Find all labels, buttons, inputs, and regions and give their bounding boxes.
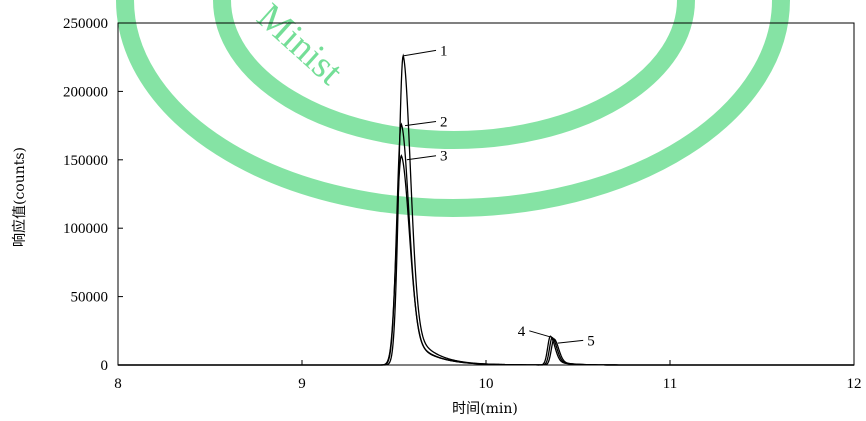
x-tick-label: 10 xyxy=(479,376,494,392)
x-tick-label: 9 xyxy=(298,376,306,392)
annotations: 1 2 3 4 5 xyxy=(403,43,595,349)
y-tick-label: 200000 xyxy=(63,84,108,100)
leader-line-1 xyxy=(403,49,437,57)
peak-label-4: 4 xyxy=(518,324,526,340)
x-tick-label: 8 xyxy=(114,376,122,392)
plot-frame xyxy=(117,22,855,366)
series-layer xyxy=(118,53,854,366)
series-line-3 xyxy=(118,154,854,366)
x-tick-label: 11 xyxy=(663,376,677,392)
peak-label-1: 1 xyxy=(440,43,448,59)
leader-line-5 xyxy=(557,339,584,344)
watermark-arc-inner xyxy=(213,0,695,149)
leader-line-3 xyxy=(406,155,437,161)
plot-border xyxy=(117,22,855,366)
x-axis-title: 时间(min) xyxy=(452,401,518,417)
peak-label-2: 2 xyxy=(440,114,448,130)
y-tick-label: 250000 xyxy=(63,16,108,32)
watermark: Minist xyxy=(116,0,790,217)
y-tick-label: 100000 xyxy=(63,221,108,237)
y-tick-label: 50000 xyxy=(71,290,109,306)
watermark-arc-outer xyxy=(116,0,790,217)
leader-line-4 xyxy=(529,330,551,338)
y-tick-label: 150000 xyxy=(63,153,108,169)
y-axis-title: 响应值(counts) xyxy=(11,147,28,247)
peak-label-5: 5 xyxy=(587,333,595,349)
peak-label-3: 3 xyxy=(440,149,448,165)
leader-line-2 xyxy=(404,121,437,127)
x-tick-label: 12 xyxy=(847,376,862,392)
y-tick-label: 0 xyxy=(101,358,109,374)
